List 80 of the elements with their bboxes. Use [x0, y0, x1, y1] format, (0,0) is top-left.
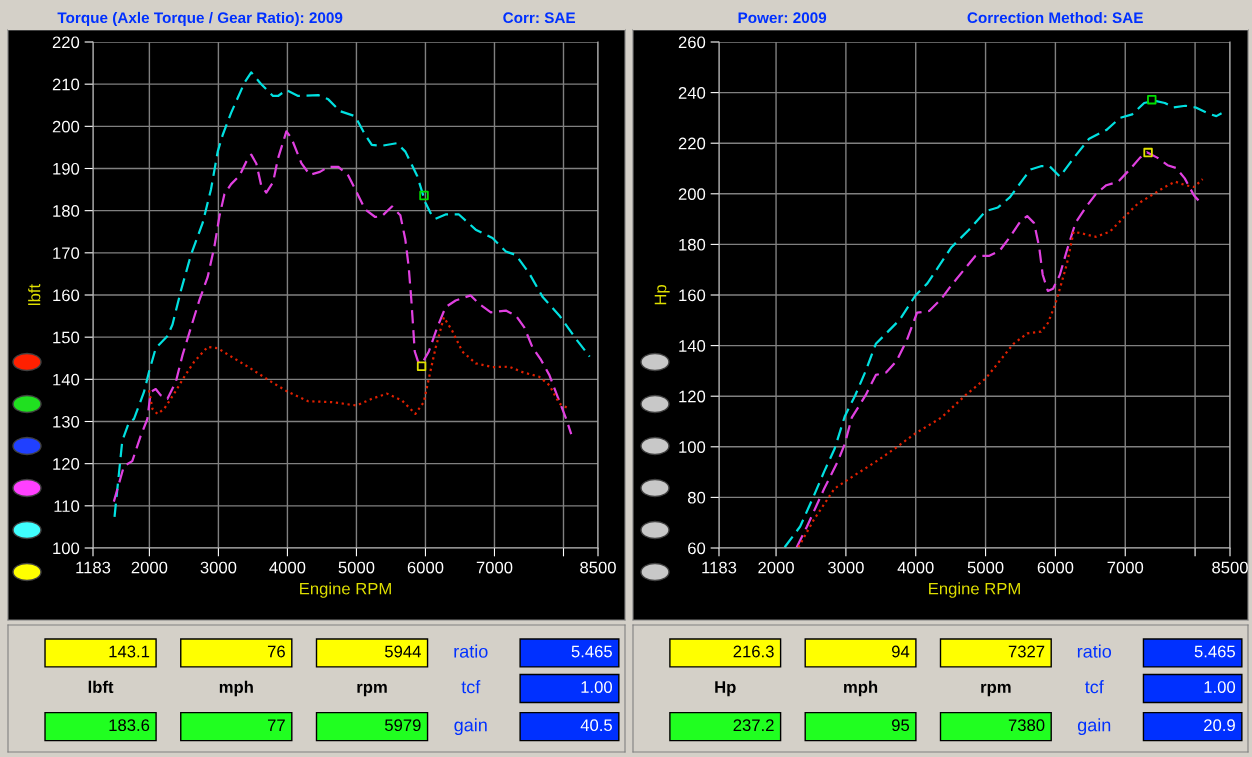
text: 76: [267, 645, 285, 658]
text: 5.465: [571, 645, 612, 658]
text: 1.00: [1204, 681, 1236, 693]
y-tick-label: 210: [52, 78, 80, 91]
y-tick-label: 170: [53, 247, 80, 260]
y-tick-label: 200: [52, 120, 80, 133]
y-tick-label: 110: [54, 500, 80, 513]
x-tick-label: 6000: [407, 561, 444, 574]
text: 95: [891, 719, 910, 732]
x-tick-label: 8500: [1212, 561, 1248, 574]
y-tick-label: 160: [53, 289, 80, 302]
text: mph: [844, 680, 878, 697]
y-tick-label: 100: [679, 441, 706, 453]
text: 7327: [1008, 645, 1045, 658]
x-tick-label: 1183: [76, 561, 111, 574]
x-tick-label: 1183: [702, 561, 737, 574]
x-tick-label: 6000: [1037, 561, 1074, 574]
y-tick-label: 60: [688, 542, 706, 555]
x-tick-label: 7000: [476, 561, 513, 574]
text: gain: [454, 718, 487, 736]
text: mph: [219, 680, 253, 697]
y-tick-label: 140: [53, 373, 80, 386]
text: gain: [1077, 718, 1111, 736]
y-axis-title: Hp: [654, 285, 670, 305]
x-axis-title: Engine RPM: [929, 582, 1020, 598]
x-tick-label: 7000: [1107, 561, 1144, 574]
y-tick-label: 140: [679, 340, 706, 352]
text: 143.1: [109, 645, 150, 658]
text: tcf: [461, 680, 481, 694]
text: rpm: [981, 683, 1011, 697]
y-axis-title: lbft: [28, 284, 41, 305]
chart-title: Power: 2009: [738, 12, 827, 24]
text: Hp: [715, 681, 736, 697]
x-tick-label: 8500: [580, 561, 616, 574]
x-axis-title: Engine RPM: [300, 582, 391, 598]
text: tcf: [1084, 680, 1104, 694]
y-tick-label: 220: [52, 36, 80, 49]
chart-subtitle: Corr: SAE: [503, 12, 576, 24]
text: 183.6: [109, 719, 150, 732]
y-tick-label: 260: [678, 36, 706, 49]
text: 237.2: [733, 719, 774, 732]
text: 7380: [1008, 719, 1045, 732]
x-tick-label: 2000: [758, 561, 794, 574]
x-tick-label: 5000: [338, 561, 375, 574]
chart-subtitle: Correction Method: SAE: [967, 11, 1143, 24]
text: lbft: [88, 680, 114, 693]
y-tick-label: 120: [679, 390, 706, 403]
y-tick-label: 80: [687, 491, 706, 504]
text: 77: [267, 719, 285, 731]
x-tick-label: 3000: [827, 561, 864, 574]
y-tick-label: 180: [53, 205, 80, 217]
y-tick-label: 130: [53, 415, 80, 428]
text: 5944: [384, 645, 421, 658]
x-tick-label: 5000: [967, 561, 1004, 574]
line-series: [113, 71, 591, 518]
line-series: [112, 130, 573, 503]
y-tick-label: 190: [53, 162, 80, 175]
chart-title: Torque (Axle Torque / Gear Ratio): 2009: [57, 11, 343, 27]
y-tick-label: 160: [679, 289, 706, 302]
text: 20.9: [1204, 719, 1235, 732]
x-tick-label: 2000: [131, 561, 168, 574]
text: 216.3: [733, 645, 774, 658]
text: 94: [891, 645, 910, 658]
x-tick-label: 4000: [897, 561, 934, 574]
text: rpm: [357, 683, 387, 697]
text: ratio: [1077, 644, 1112, 658]
x-tick-label: 3000: [200, 561, 237, 574]
x-tick-label: 4000: [269, 561, 306, 574]
text: ratio: [454, 644, 488, 658]
y-tick-label: 150: [53, 331, 80, 344]
text: 40.5: [580, 719, 612, 732]
y-tick-label: 240: [678, 87, 706, 99]
y-tick-label: 200: [678, 188, 706, 200]
text: 5.465: [1194, 645, 1236, 658]
y-tick-label: 180: [679, 238, 706, 251]
y-tick-label: 220: [678, 137, 706, 150]
y-tick-label: 100: [53, 542, 80, 555]
text: 5979: [384, 719, 421, 732]
y-tick-label: 120: [53, 458, 80, 470]
text: 1.00: [581, 681, 613, 693]
